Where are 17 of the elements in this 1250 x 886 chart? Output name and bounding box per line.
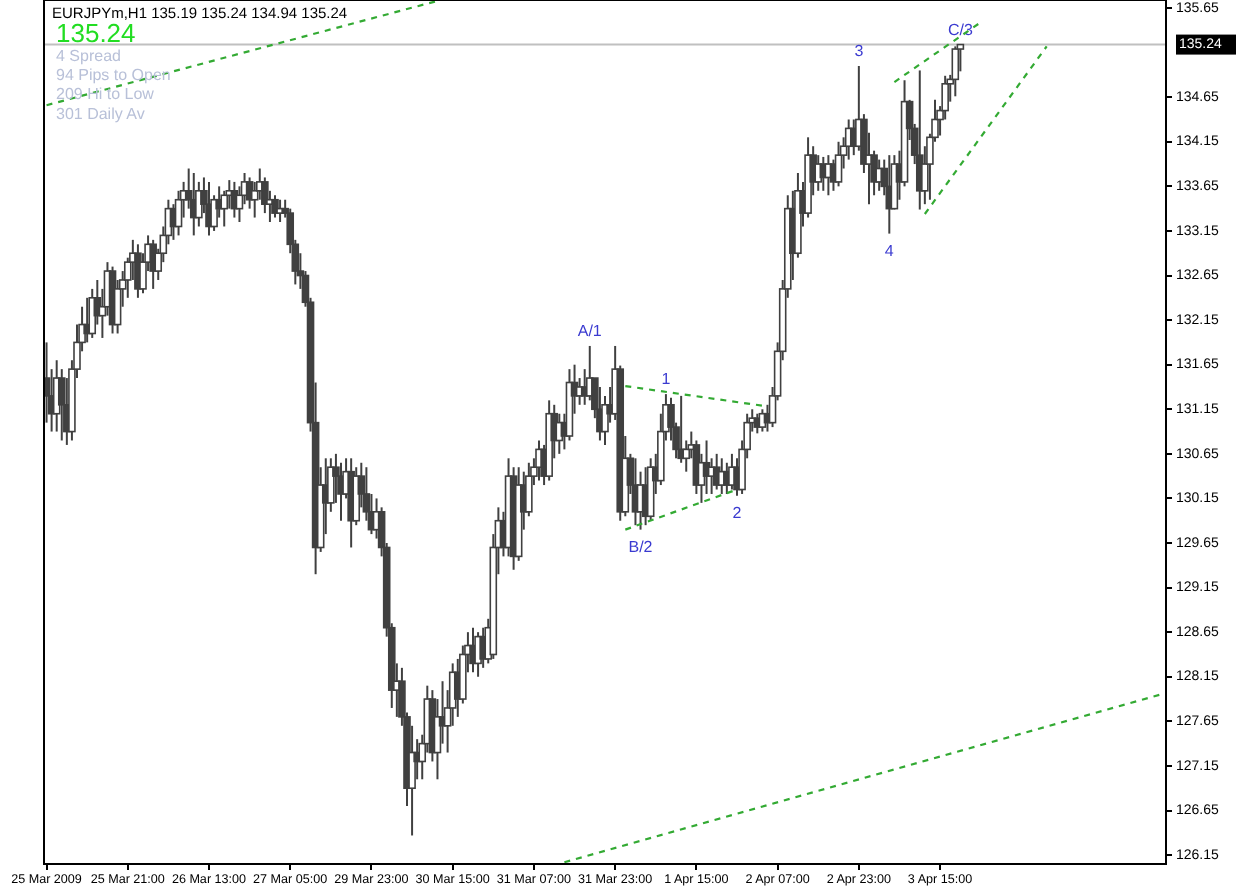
text: 135.24	[56, 18, 136, 48]
annotation: 301 Daily Av	[56, 104, 145, 123]
candlestick	[88, 287, 97, 339]
text: 1	[661, 370, 671, 389]
text: C/3	[947, 20, 973, 39]
candlestick	[814, 154, 823, 192]
candlestick	[951, 45, 960, 98]
candlestick	[834, 140, 843, 188]
annotation: 4 Spread	[56, 47, 121, 65]
candlestick	[271, 194, 279, 219]
text: 3	[854, 42, 864, 61]
text: B/2	[628, 537, 653, 556]
annotation: 209 Hi to Low	[56, 85, 155, 104]
text: A/1	[577, 322, 602, 341]
text: 2	[732, 503, 742, 522]
text: 4	[884, 241, 894, 260]
candlestick	[174, 189, 183, 237]
